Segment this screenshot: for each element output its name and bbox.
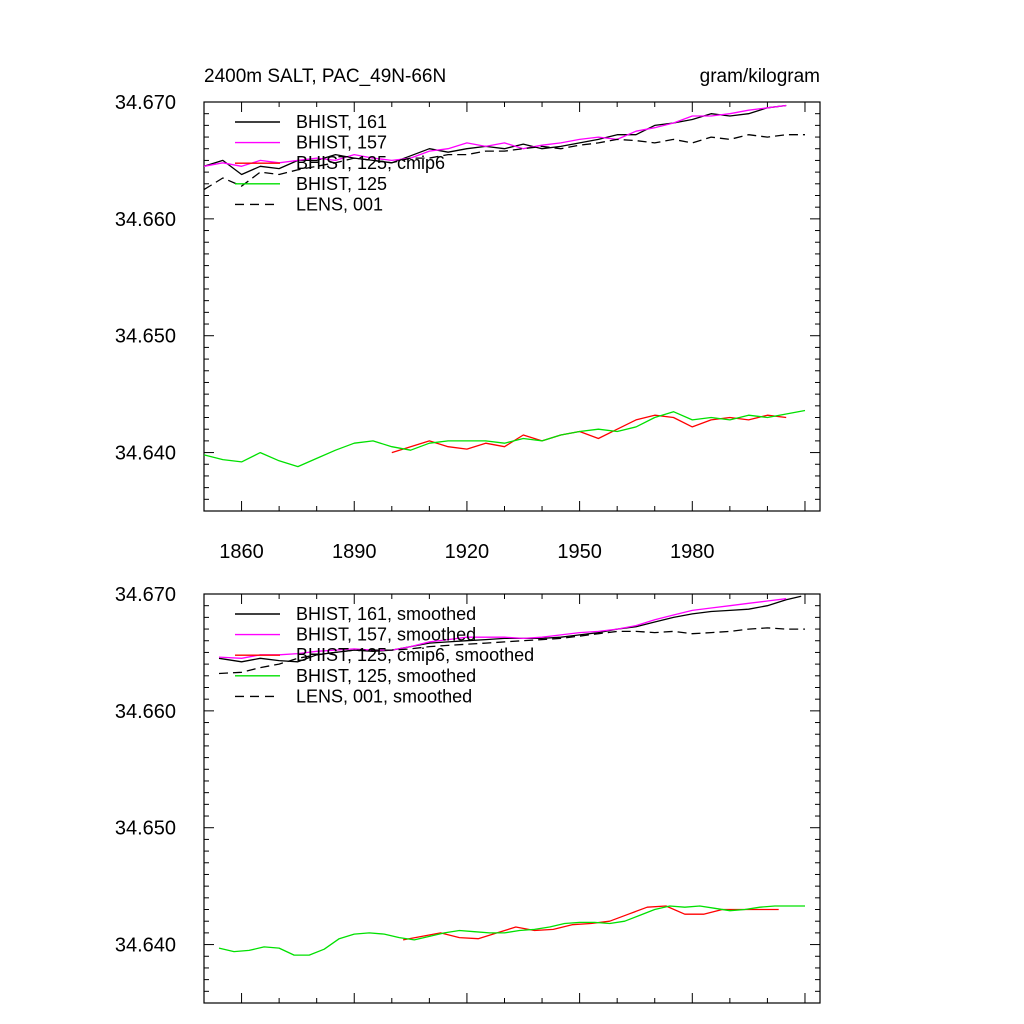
y-tick-labels: 34.640 34.650 34.660 34.670 [115,92,176,465]
legend-label: LENS, 001, smoothed [296,686,472,706]
series-lines [218,595,805,956]
x-tick-label: 1920 [445,541,490,563]
y-tick-label: 34.660 [115,209,176,231]
y-tick-label: 34.670 [115,584,176,606]
y-tick-label: 34.640 [115,935,176,957]
x-tick-label: 1890 [332,541,377,563]
y-tick-label: 34.640 [115,443,176,465]
series-line [402,905,779,941]
legend-label: BHIST, 125, smoothed [296,666,476,686]
plot-frame [203,101,821,512]
legend-label: BHIST, 157, smoothed [296,625,476,645]
y-tick-label: 34.670 [115,92,176,114]
series-line [391,414,787,454]
y-tick-label: 34.650 [115,818,176,840]
axis-ticks [203,593,820,1004]
chart-title: 2400m SALT, PAC_49N-66N [204,66,446,87]
axis-ticks [203,101,820,512]
series-line [203,134,805,191]
series-line [218,627,805,675]
series-line [203,104,787,167]
legend-label: BHIST, 125 [296,174,387,194]
y-tick-label: 34.650 [115,326,176,348]
plot-frame [203,593,821,1004]
legend-label: LENS, 001 [296,194,383,214]
legend-label: BHIST, 125, cmip6 [296,153,445,173]
series-line [218,905,805,956]
series-lines [203,104,806,468]
series-line [203,409,806,468]
legend-label: BHIST, 157 [296,133,387,153]
y-tick-label: 34.660 [115,701,176,723]
x-tick-label: 1860 [219,541,264,563]
legend-label: BHIST, 125, cmip6, smoothed [296,645,534,665]
x-tick-label: 1980 [670,541,715,563]
units-label: gram/kilogram [700,66,820,87]
x-tick-labels: 1860 1890 1920 1950 1980 [219,541,714,563]
y-tick-labels: 34.640 34.650 34.660 34.670 [115,584,176,957]
series-line [218,598,787,659]
legend-label: BHIST, 161, smoothed [296,604,476,624]
x-tick-label: 1950 [557,541,602,563]
bottom-panel: 34.640 34.650 34.660 34.670 BHIST, 161, smo… [115,584,821,1004]
legend-label: BHIST, 161 [296,112,387,132]
top-panel: 2400m SALT, PAC_49N-66N gram/kilogram 34… [115,66,821,563]
